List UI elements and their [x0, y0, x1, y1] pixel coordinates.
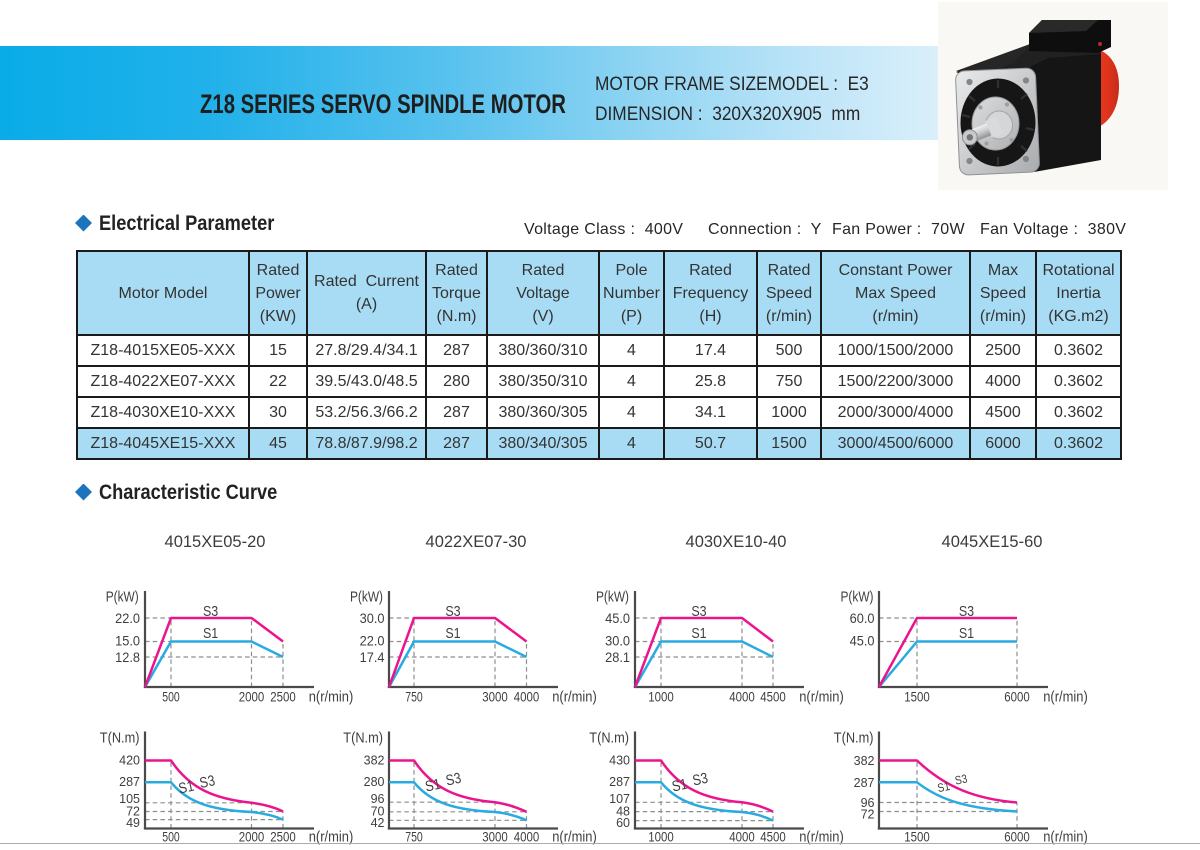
svg-text:4000: 4000: [514, 689, 540, 705]
svg-text:n(r/min): n(r/min): [799, 830, 844, 846]
svg-text:60: 60: [616, 816, 630, 830]
svg-text:750: 750: [405, 689, 423, 705]
svg-text:107: 107: [609, 792, 630, 806]
svg-text:280: 280: [364, 775, 385, 789]
svg-text:45.0: 45.0: [605, 610, 630, 626]
svg-text:P(kW): P(kW): [350, 589, 383, 606]
svg-text:n(r/min): n(r/min): [309, 830, 354, 846]
svg-text:42: 42: [371, 816, 385, 830]
svg-text:T(N.m): T(N.m): [589, 730, 629, 747]
svg-text:S1: S1: [691, 625, 706, 642]
svg-text:17.4: 17.4: [360, 649, 385, 665]
svg-text:12.8: 12.8: [115, 649, 140, 665]
svg-text:30.0: 30.0: [605, 633, 630, 649]
svg-text:15.0: 15.0: [115, 633, 140, 649]
svg-text:S1: S1: [177, 778, 196, 798]
svg-text:2500: 2500: [270, 689, 296, 705]
svg-text:6000: 6000: [1004, 829, 1030, 845]
svg-text:382: 382: [364, 754, 385, 768]
svg-text:S3: S3: [691, 603, 706, 620]
svg-text:45.0: 45.0: [850, 633, 875, 649]
svg-text:S1: S1: [203, 625, 218, 642]
svg-text:n(r/min): n(r/min): [552, 830, 597, 846]
svg-text:70: 70: [371, 805, 385, 819]
svg-text:2000: 2000: [239, 689, 265, 705]
svg-text:4500: 4500: [760, 689, 786, 705]
svg-text:30.0: 30.0: [360, 610, 385, 626]
svg-text:287: 287: [609, 775, 630, 789]
svg-text:430: 430: [609, 754, 630, 768]
svg-text:22.0: 22.0: [360, 633, 385, 649]
svg-text:S3: S3: [959, 603, 974, 620]
svg-text:S1: S1: [959, 625, 974, 642]
svg-text:S1: S1: [424, 776, 443, 796]
svg-text:S3: S3: [444, 770, 463, 790]
svg-text:4500: 4500: [760, 829, 786, 845]
svg-text:2500: 2500: [270, 829, 296, 845]
svg-text:287: 287: [854, 776, 875, 790]
svg-text:1500: 1500: [904, 689, 930, 705]
svg-text:48: 48: [616, 805, 630, 819]
svg-text:500: 500: [162, 689, 180, 705]
svg-text:49: 49: [126, 816, 140, 830]
svg-text:n(r/min): n(r/min): [309, 690, 354, 706]
svg-text:n(r/min): n(r/min): [1043, 690, 1088, 706]
svg-text:2000: 2000: [239, 829, 265, 845]
svg-text:1000: 1000: [648, 829, 674, 845]
svg-text:1500: 1500: [904, 829, 930, 845]
svg-text:S3: S3: [954, 771, 969, 787]
svg-text:4000: 4000: [729, 689, 755, 705]
svg-text:750: 750: [405, 829, 423, 845]
svg-text:22.0: 22.0: [115, 610, 140, 626]
svg-text:S1: S1: [936, 779, 951, 795]
svg-text:500: 500: [162, 829, 180, 845]
svg-text:S1: S1: [445, 625, 460, 642]
svg-text:1000: 1000: [648, 689, 674, 705]
svg-text:287: 287: [119, 775, 140, 789]
svg-text:S3: S3: [445, 603, 460, 620]
svg-text:S3: S3: [691, 770, 710, 790]
svg-text:P(kW): P(kW): [841, 589, 874, 606]
svg-text:420: 420: [119, 754, 140, 768]
svg-text:T(N.m): T(N.m): [343, 730, 383, 747]
svg-text:n(r/min): n(r/min): [799, 690, 844, 706]
svg-text:96: 96: [861, 796, 875, 810]
svg-text:382: 382: [854, 754, 875, 768]
svg-text:72: 72: [126, 805, 140, 819]
svg-text:P(kW): P(kW): [596, 589, 629, 606]
svg-text:S1: S1: [670, 776, 689, 796]
svg-text:4000: 4000: [729, 829, 755, 845]
svg-text:S3: S3: [198, 772, 217, 792]
svg-text:4000: 4000: [514, 829, 540, 845]
svg-text:T(N.m): T(N.m): [834, 730, 874, 747]
svg-text:6000: 6000: [1004, 689, 1030, 705]
svg-text:n(r/min): n(r/min): [1043, 830, 1088, 846]
svg-text:72: 72: [861, 808, 875, 822]
svg-text:105: 105: [119, 792, 140, 806]
svg-text:P(kW): P(kW): [106, 589, 139, 606]
svg-text:3000: 3000: [482, 829, 508, 845]
svg-text:T(N.m): T(N.m): [100, 730, 140, 747]
svg-text:n(r/min): n(r/min): [552, 690, 597, 706]
svg-text:3000: 3000: [482, 689, 508, 705]
svg-text:60.0: 60.0: [850, 610, 875, 626]
svg-text:S3: S3: [203, 603, 218, 620]
svg-text:96: 96: [371, 792, 385, 806]
svg-text:28.1: 28.1: [605, 649, 630, 665]
